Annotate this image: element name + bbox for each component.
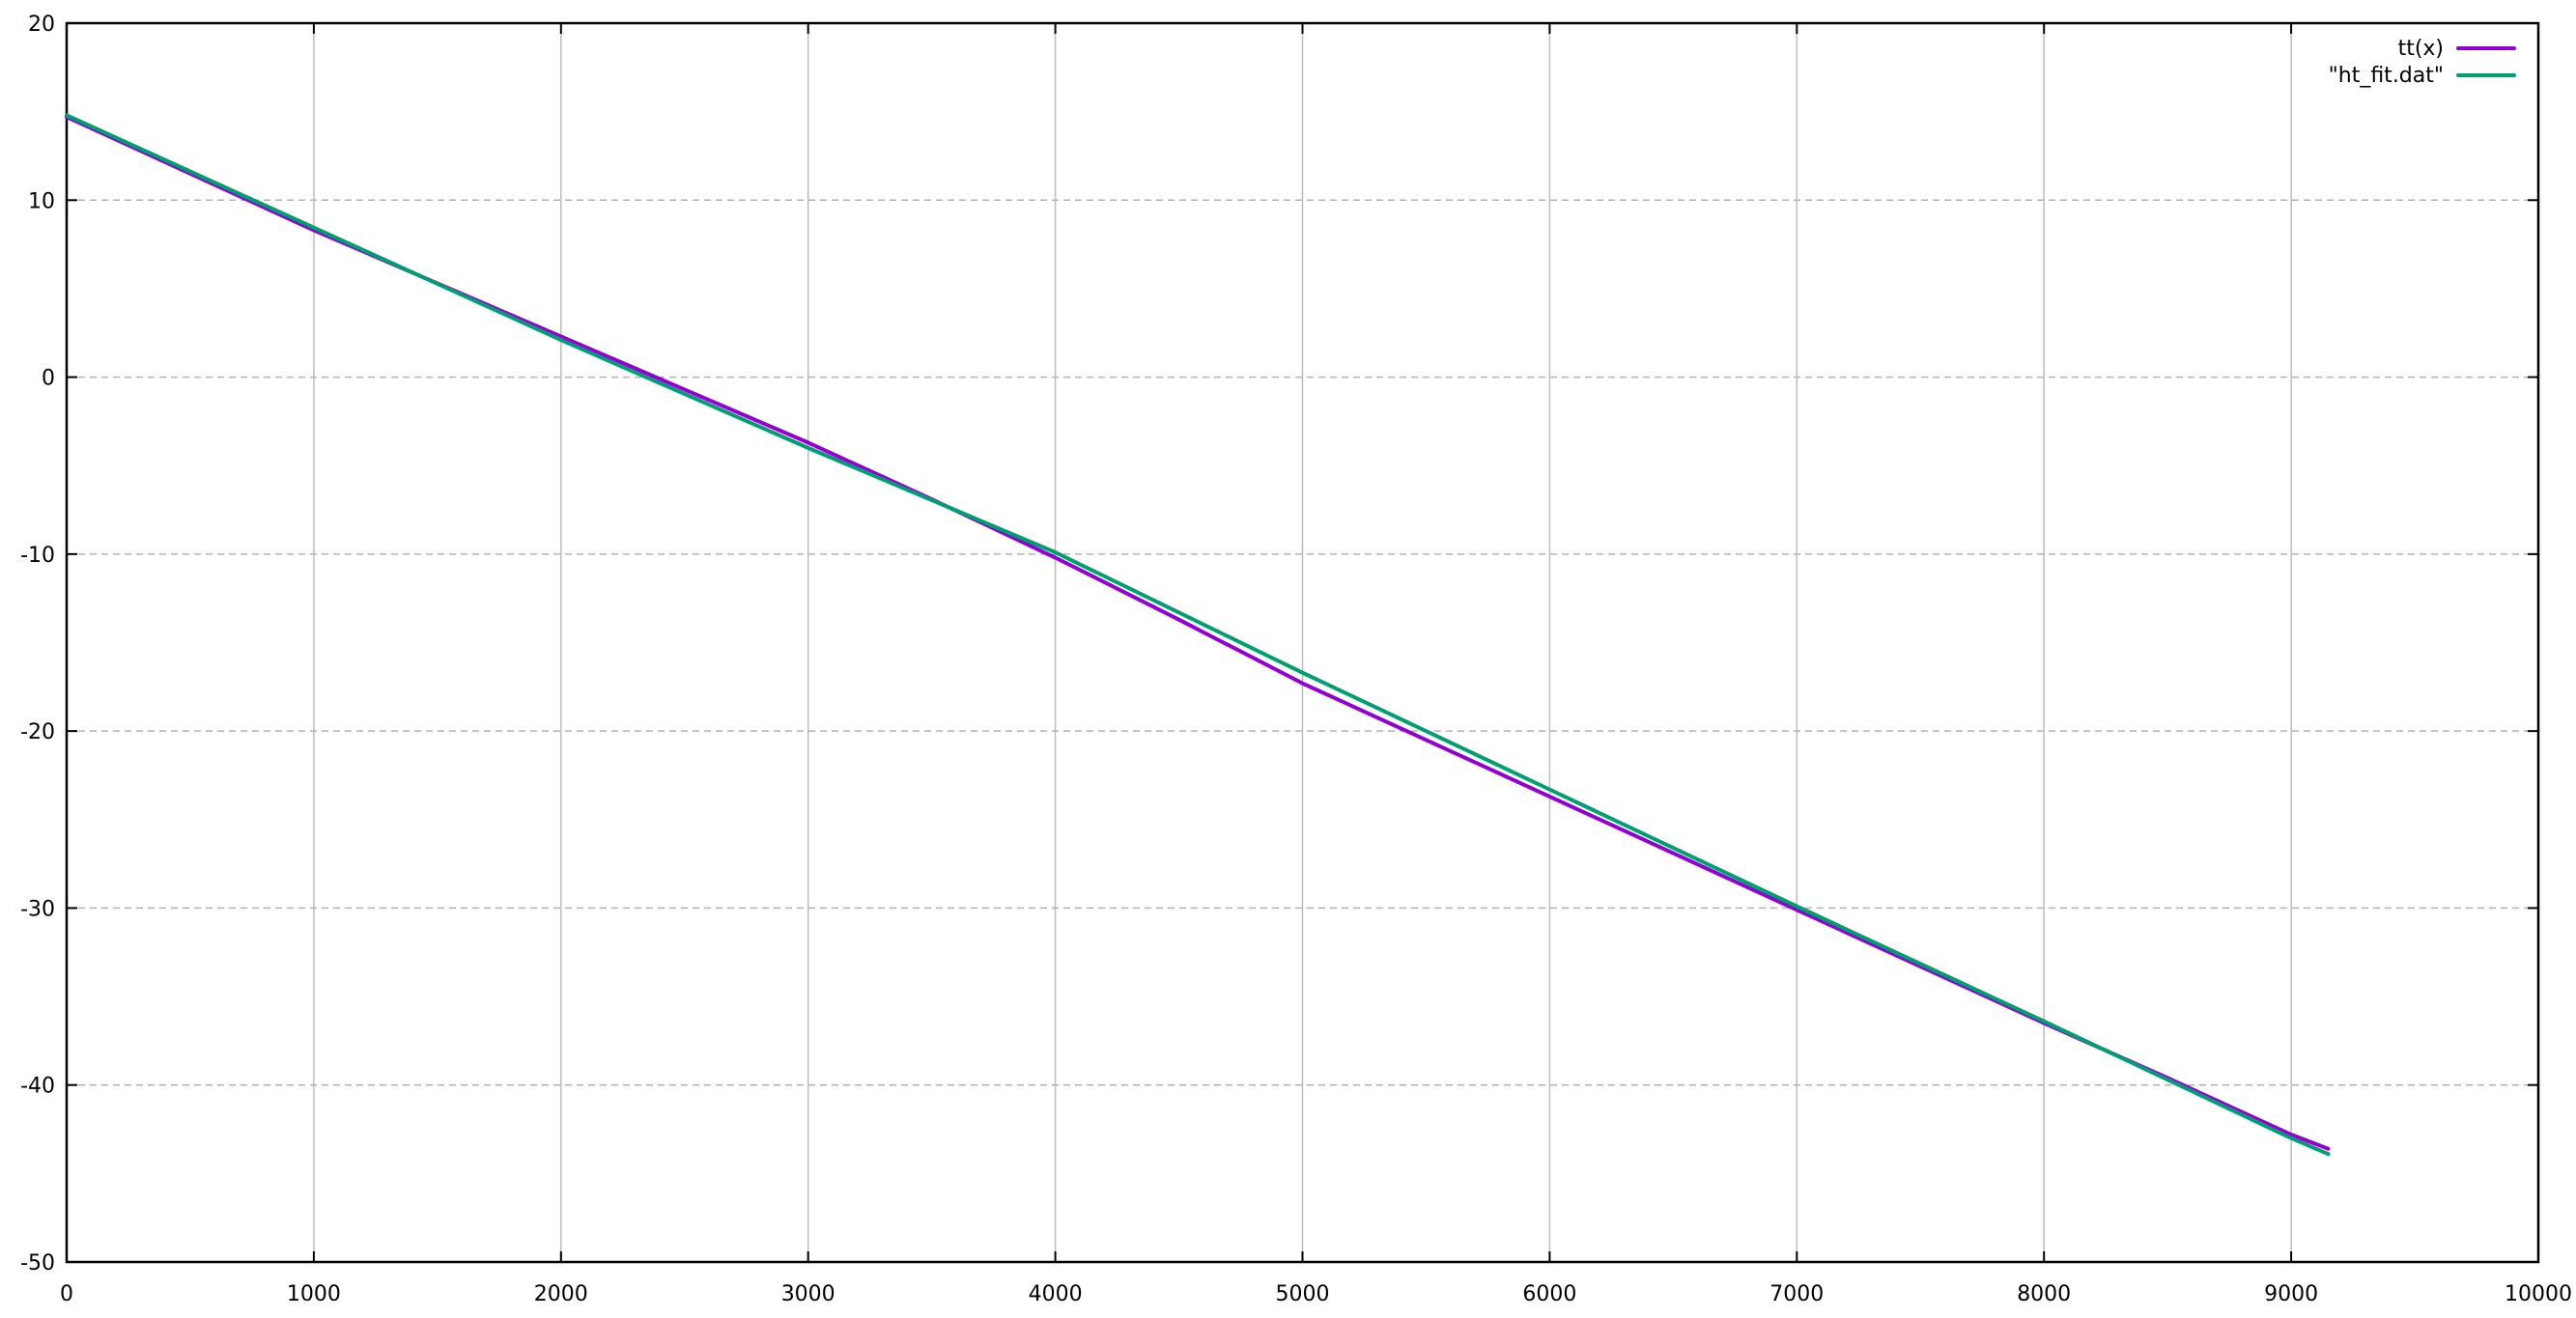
- x-tick-label: 4000: [1029, 1282, 1083, 1306]
- legend-label-tt: tt(x): [2397, 36, 2444, 61]
- legend: tt(x) "ht_fit.dat": [2329, 35, 2516, 89]
- y-tick-label: -10: [20, 544, 55, 568]
- y-tick-label: -20: [20, 720, 55, 744]
- x-tick-label: 2000: [534, 1282, 588, 1306]
- legend-entry-htfit: "ht_fit.dat": [2329, 62, 2516, 89]
- x-tick-label: 3000: [781, 1282, 835, 1306]
- x-tick-label: 0: [60, 1282, 73, 1306]
- legend-label-htfit: "ht_fit.dat": [2328, 63, 2444, 88]
- x-tick-label: 10000: [2505, 1282, 2572, 1306]
- x-tick-label: 9000: [2264, 1282, 2318, 1306]
- x-tick-label: 7000: [1769, 1282, 1824, 1306]
- legend-entry-tt: tt(x): [2398, 35, 2516, 62]
- series-line-1: [65, 113, 2331, 1157]
- y-tick-label: 0: [42, 367, 55, 391]
- legend-line-sample-htfit: [2456, 73, 2516, 77]
- y-tick-label: 10: [28, 189, 55, 213]
- x-tick-label: 1000: [287, 1282, 341, 1306]
- y-tick-label: -30: [20, 897, 55, 921]
- x-tick-label: 8000: [2017, 1282, 2071, 1306]
- legend-line-sample-tt: [2456, 46, 2516, 50]
- plot-border: [65, 21, 2540, 1264]
- y-tick-label: -40: [20, 1075, 55, 1099]
- x-tick-label: 6000: [1522, 1282, 1576, 1306]
- y-tick-label: 20: [28, 13, 55, 37]
- y-tick-label: -50: [20, 1251, 55, 1276]
- x-tick-label: 5000: [1276, 1282, 1330, 1306]
